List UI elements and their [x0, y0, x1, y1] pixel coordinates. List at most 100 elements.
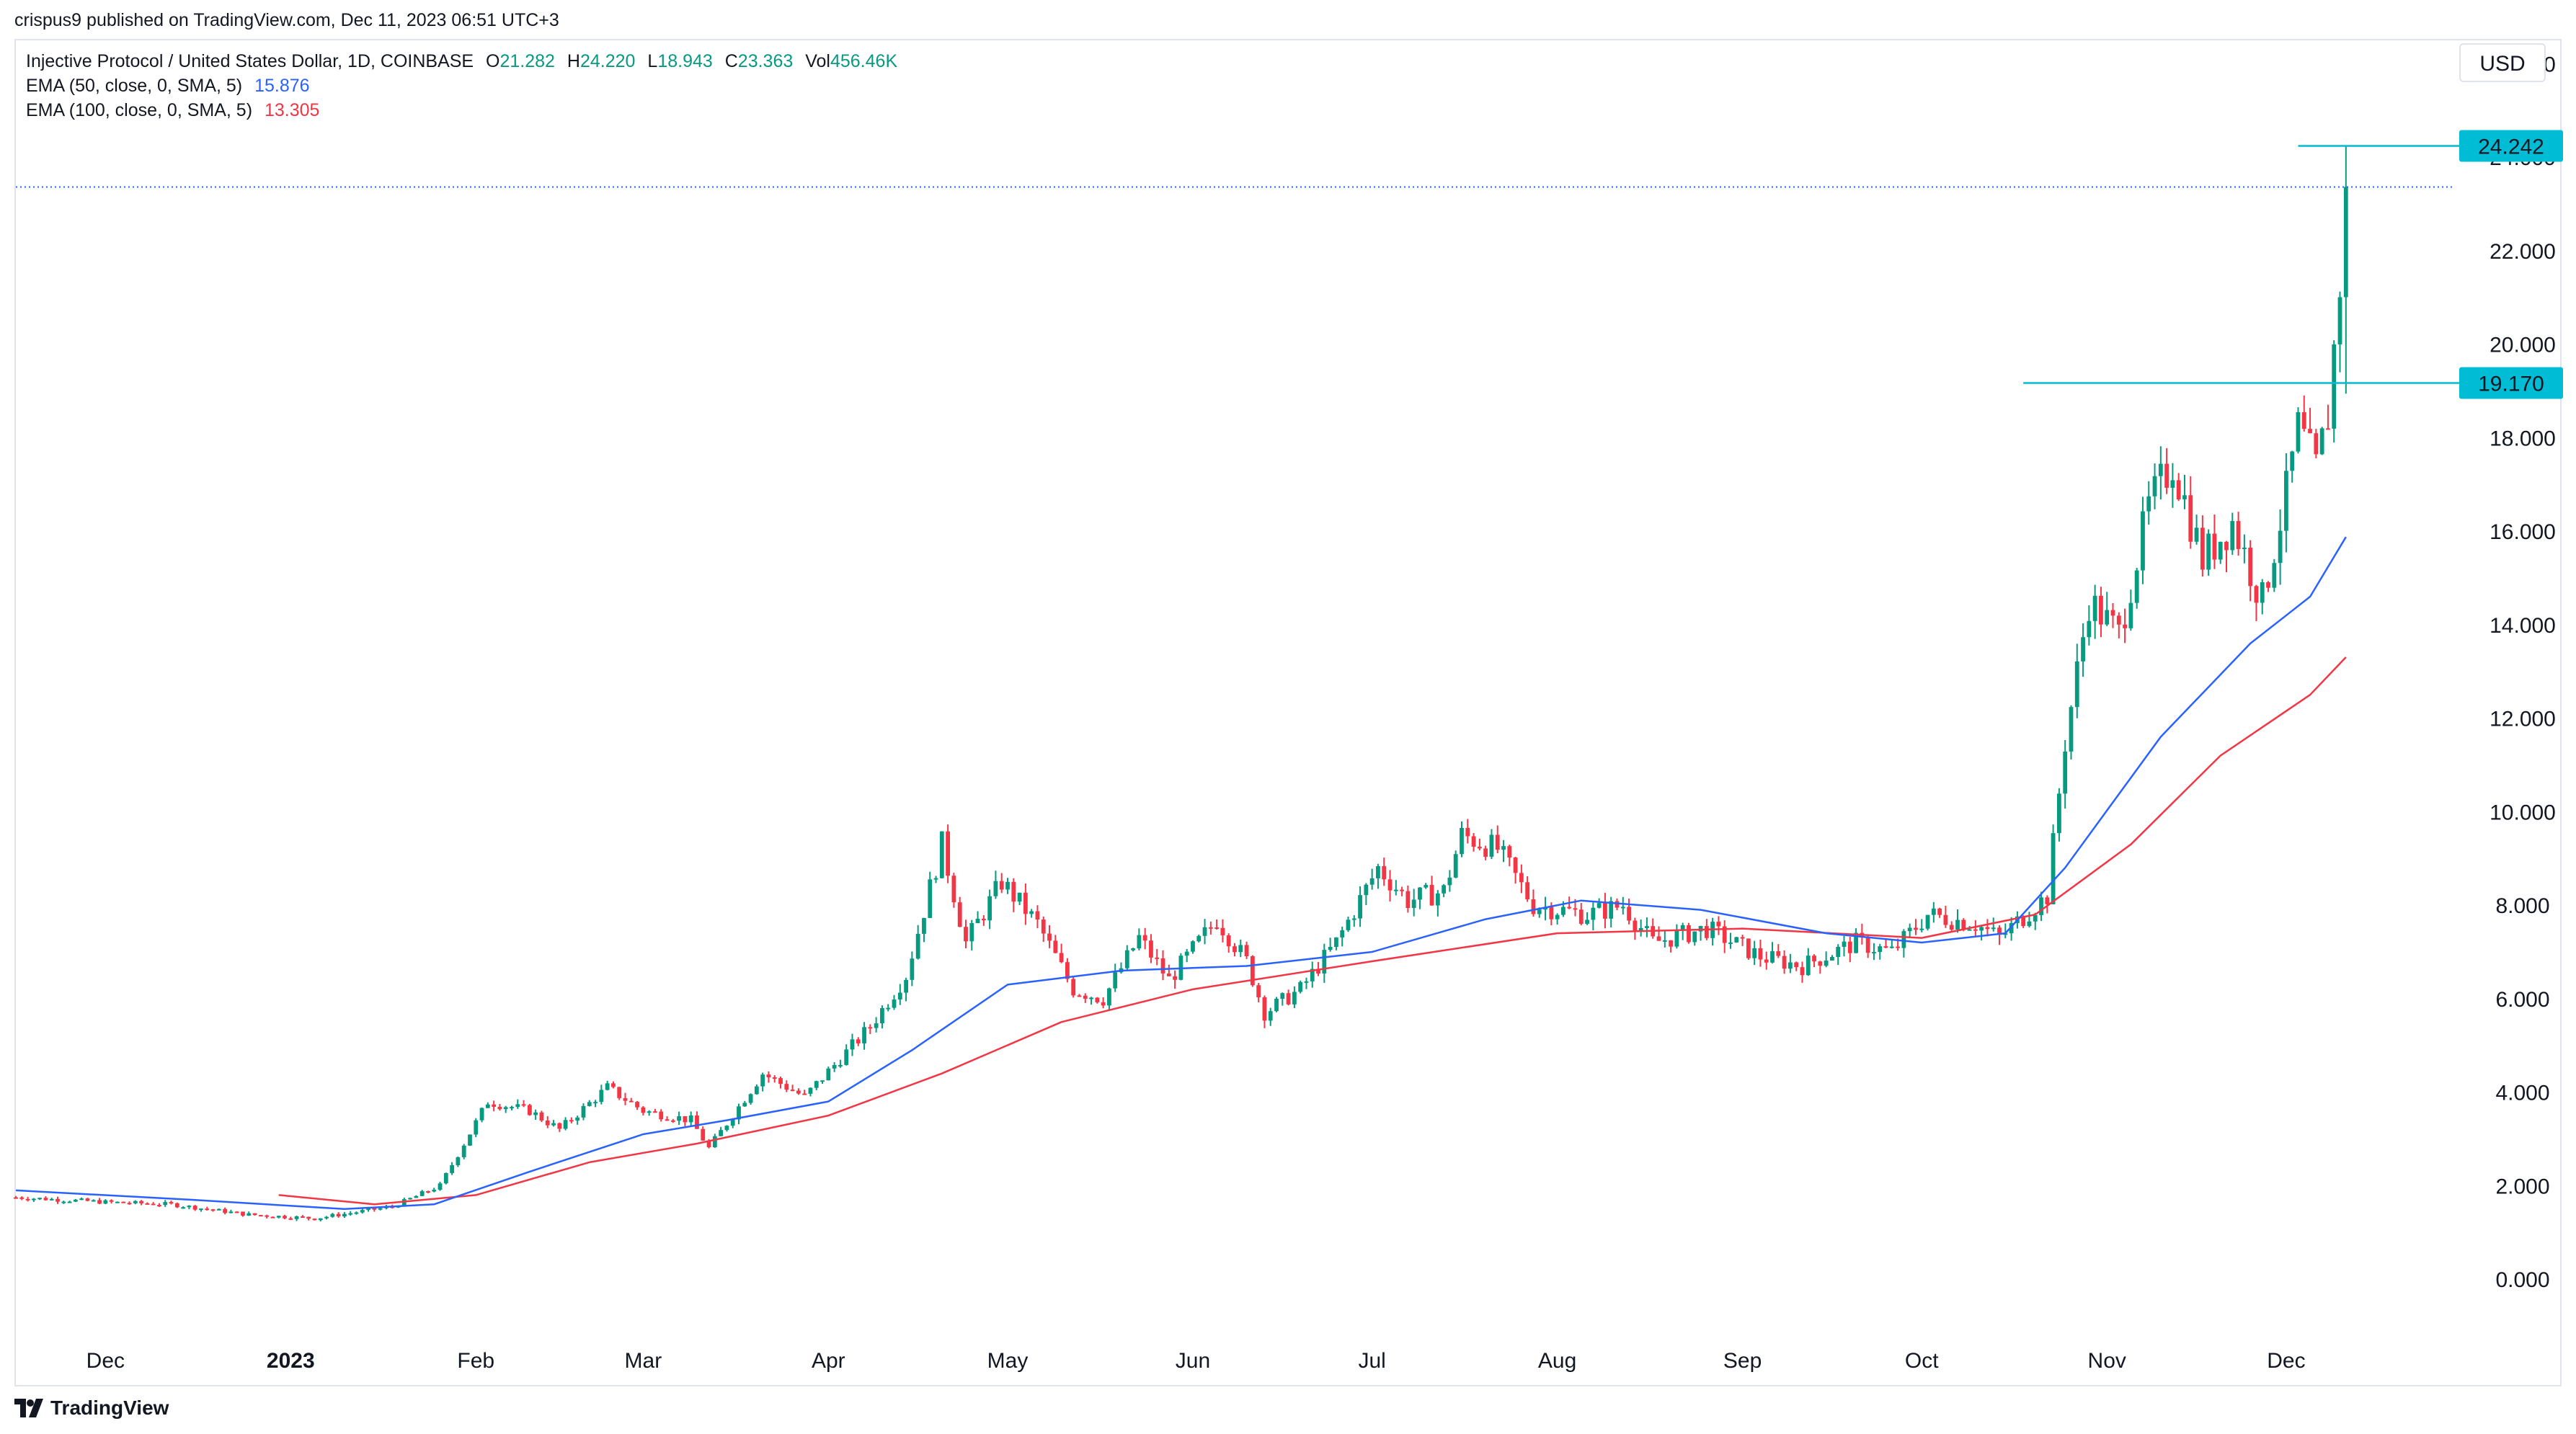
- candle-body: [1955, 919, 1960, 930]
- candle-body: [157, 1205, 161, 1207]
- candle-body: [1077, 995, 1082, 997]
- candle-body: [1806, 956, 1811, 976]
- candle-body: [904, 979, 908, 993]
- candle-body: [2057, 793, 2061, 834]
- candle-body: [581, 1105, 586, 1118]
- candle-body: [258, 1215, 263, 1217]
- footer-brand[interactable]: TradingView: [14, 1397, 169, 1420]
- candle-body: [1124, 950, 1129, 968]
- candle-body: [939, 831, 944, 878]
- candle-body: [1901, 931, 1906, 948]
- candle-body: [599, 1090, 604, 1103]
- candle-body: [1471, 836, 1476, 847]
- candle-body: [1011, 881, 1016, 902]
- candle-body: [151, 1203, 156, 1206]
- candle-body: [695, 1115, 699, 1129]
- candle-body: [1298, 981, 1303, 992]
- candle-body: [814, 1081, 819, 1088]
- x-tick-label-5: May: [987, 1349, 1029, 1373]
- candle-body: [1017, 892, 1022, 902]
- candle-body: [951, 876, 956, 903]
- candle-body: [2188, 495, 2193, 542]
- price-level-badge-1: [2459, 367, 2563, 399]
- candle-body: [2260, 582, 2265, 603]
- candle-body: [1669, 940, 1674, 947]
- ema100-layer: [278, 656, 2347, 1206]
- candle-body: [2200, 527, 2205, 570]
- candle-body: [61, 1201, 66, 1203]
- candle-body: [1155, 957, 1160, 959]
- candle-body: [43, 1198, 48, 1201]
- y-tick-label-9: 18.000: [2490, 427, 2556, 450]
- candle-body: [276, 1216, 281, 1218]
- candle-body: [1507, 846, 1512, 858]
- publisher-text: crispus9 published on TradingView.com, D…: [14, 10, 559, 30]
- candle-body: [127, 1203, 132, 1205]
- candle-body: [724, 1126, 729, 1131]
- candle-body: [1095, 997, 1100, 1002]
- x-tick-label-9: Sep: [1723, 1349, 1762, 1373]
- candle-body: [1233, 946, 1237, 953]
- candle-body: [181, 1207, 185, 1209]
- candle-body: [1424, 885, 1429, 888]
- price-level-label-0: 24.242: [2478, 135, 2544, 159]
- candle-body: [2123, 624, 2127, 628]
- candle-body: [91, 1200, 96, 1202]
- candle-body: [330, 1213, 335, 1217]
- candle-body: [432, 1190, 437, 1192]
- candle-body: [1041, 919, 1046, 934]
- candle-body: [1310, 968, 1315, 981]
- candle-body: [1131, 948, 1135, 950]
- candle-body: [784, 1084, 789, 1090]
- candle-body: [2272, 563, 2277, 588]
- candle-body: [2063, 751, 2068, 794]
- candle-body: [360, 1210, 365, 1213]
- candle-body: [1979, 927, 1984, 931]
- candle-body: [1453, 854, 1458, 878]
- legend-ema100-value: 13.305: [264, 100, 320, 120]
- candle-body: [294, 1216, 299, 1219]
- candle-body: [981, 919, 986, 921]
- candle-body: [670, 1120, 675, 1122]
- candle-body: [1596, 903, 1602, 908]
- candle-body: [252, 1213, 257, 1216]
- candle-body: [1089, 997, 1093, 999]
- x-tick-label-11: Nov: [2088, 1349, 2126, 1373]
- candle-body: [414, 1195, 419, 1198]
- candle-body: [683, 1116, 688, 1123]
- candle-body: [1776, 951, 1781, 956]
- candle-body: [1609, 901, 1614, 919]
- candle-body: [1358, 895, 1362, 919]
- candle-body: [521, 1104, 526, 1106]
- candle-body: [2319, 428, 2324, 455]
- candle-body: [1842, 941, 1847, 947]
- candle-body: [265, 1215, 270, 1217]
- candle-body: [1656, 936, 1661, 941]
- candle-body: [2039, 897, 2043, 915]
- candle-body: [2236, 521, 2241, 549]
- currency-selector[interactable]: USD: [2459, 43, 2546, 82]
- candle-body: [408, 1198, 412, 1200]
- y-tick-label-7: 14.000: [2490, 614, 2556, 638]
- candle-body: [216, 1208, 221, 1211]
- ema50-layer: [15, 536, 2347, 1211]
- legend-open-value: 21.282: [499, 51, 555, 71]
- candle-body: [1985, 927, 1990, 930]
- candle-body: [1483, 848, 1488, 857]
- candle-body: [1005, 881, 1010, 890]
- candle-body: [145, 1203, 150, 1205]
- candle-body: [1202, 927, 1207, 936]
- candle-body: [641, 1107, 646, 1113]
- candle-body: [450, 1164, 455, 1173]
- candle-body: [1537, 909, 1542, 914]
- x-tick-label-0: Dec: [86, 1349, 125, 1373]
- candle-body: [1615, 901, 1620, 908]
- candle-body: [2308, 429, 2312, 434]
- candle-body: [2290, 451, 2295, 471]
- candle-body: [1997, 927, 2002, 935]
- candle-body: [742, 1103, 747, 1107]
- candle-body: [1244, 945, 1249, 957]
- legend-ema50-label: EMA (50, close, 0, SMA, 5): [26, 76, 243, 96]
- candle-body: [1645, 926, 1649, 928]
